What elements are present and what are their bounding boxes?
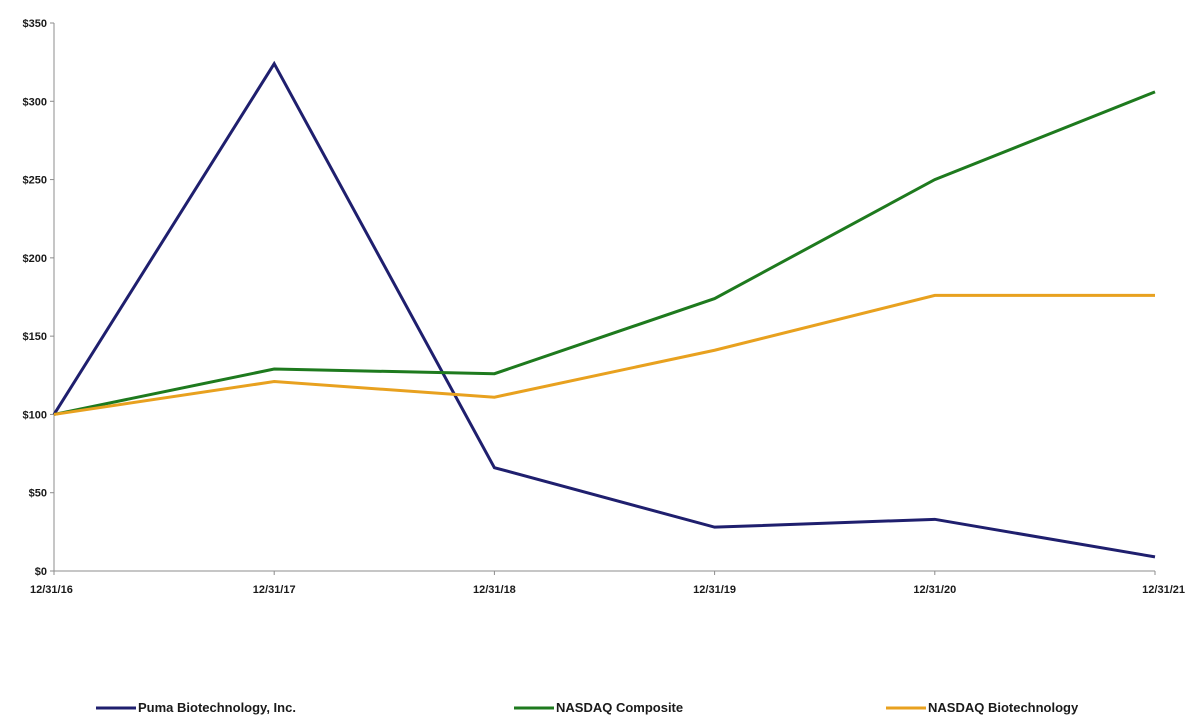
y-tick-label: $300	[23, 96, 47, 108]
x-tick-label: 12/31/21	[1142, 584, 1185, 596]
series-line-1	[52, 60, 1156, 559]
x-tick-label: 12/31/17	[253, 584, 296, 596]
legend-label: Puma Biotechnology, Inc.	[138, 700, 296, 715]
x-tick-label: 12/31/16	[30, 584, 73, 596]
series-line-3	[53, 293, 1155, 416]
legend-label: NASDAQ Biotechnology	[928, 700, 1079, 715]
x-tick-label: 12/31/18	[473, 584, 516, 596]
series-line-2	[53, 90, 1156, 416]
y-tick-label: $100	[23, 409, 47, 421]
legend-label: NASDAQ Composite	[556, 700, 683, 715]
x-tick-label: 12/31/19	[693, 584, 736, 596]
y-tick-label: $50	[29, 488, 47, 500]
x-tick-label: 12/31/20	[913, 584, 956, 596]
y-tick-label: $150	[23, 331, 47, 343]
y-tick-label: $350	[23, 18, 47, 30]
y-tick-label: $0	[35, 566, 47, 578]
y-tick-label: $200	[23, 253, 47, 265]
y-tick-label: $250	[23, 175, 47, 187]
